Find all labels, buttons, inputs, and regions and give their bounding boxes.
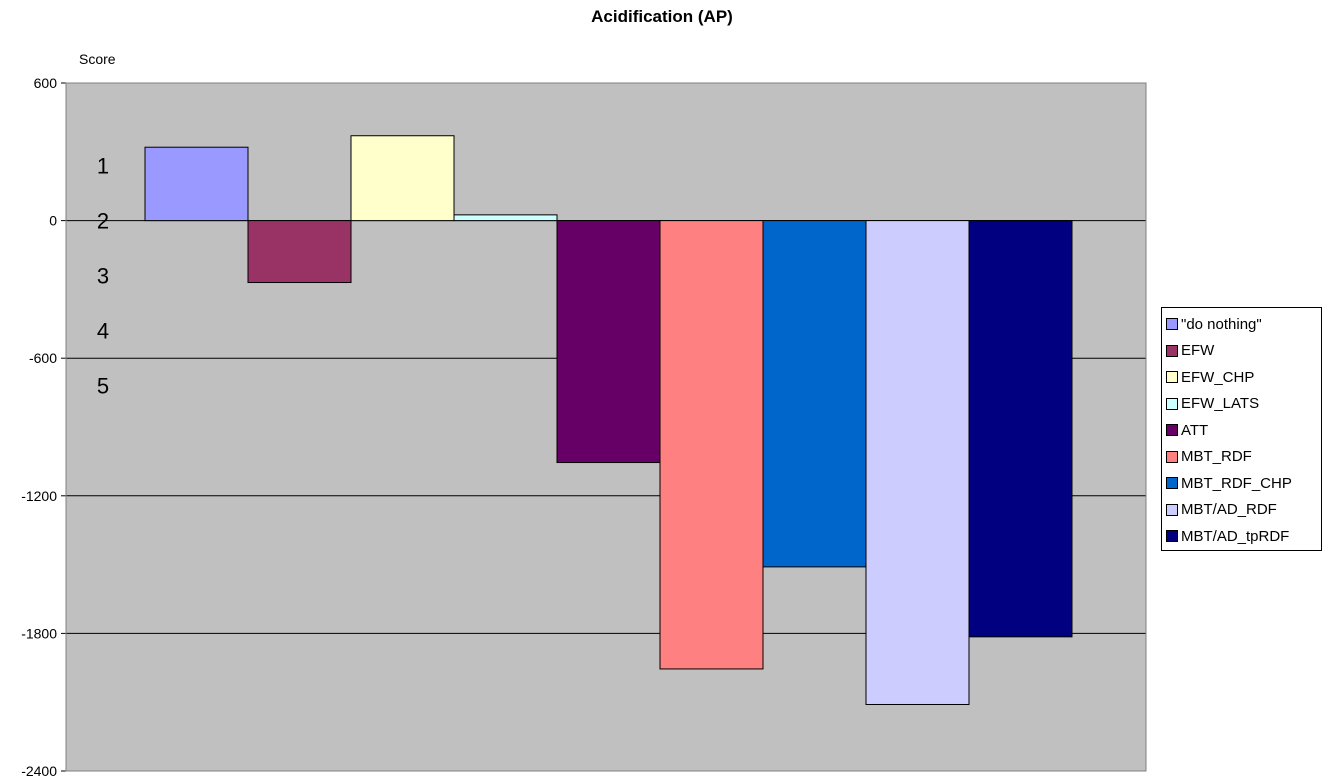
rank-label: 2	[97, 209, 109, 234]
rank-label: 5	[97, 374, 109, 399]
bar	[968, 220, 1073, 638]
bar	[659, 220, 764, 670]
legend-item: ATT	[1166, 417, 1317, 444]
rank-labels: 1 2 3 4 5	[97, 154, 109, 399]
legend-swatch	[1166, 318, 1178, 331]
bar	[556, 220, 661, 464]
bar	[865, 220, 970, 705]
legend-swatch	[1166, 424, 1178, 437]
legend-swatch	[1166, 450, 1178, 463]
bar	[247, 220, 352, 284]
legend-swatch	[1166, 344, 1178, 357]
legend-item: MBT/AD_tpRDF	[1166, 523, 1317, 550]
y-tick-label: 0	[49, 213, 57, 229]
rank-label: 3	[97, 264, 109, 289]
legend-label: EFW_LATS	[1181, 395, 1260, 413]
legend-swatch	[1166, 477, 1178, 490]
legend-label: MBT_RDF	[1181, 448, 1252, 466]
legend-label: ATT	[1181, 421, 1209, 439]
y-tick-label: -1200	[21, 488, 57, 504]
bar	[350, 135, 455, 222]
legend-item: MBT_RDF	[1166, 444, 1317, 471]
legend-swatch	[1166, 397, 1178, 410]
legend-item: MBT/AD_RDF	[1166, 497, 1317, 524]
y-tick-label: -2400	[21, 763, 57, 779]
rank-label: 1	[97, 154, 109, 179]
legend-label: "do nothing"	[1181, 315, 1262, 333]
legend-item: EFW_CHP	[1166, 364, 1317, 391]
chart-title: Acidification (AP)	[591, 7, 733, 26]
legend: "do nothing" EFW EFW_CHP EFW_LATS ATT MBT_RDF…	[1161, 307, 1322, 551]
legend-swatch	[1166, 503, 1178, 516]
plot-border	[65, 82, 1147, 772]
y-axis: 600 0 -600 -1200 -1800 -2400	[21, 75, 1147, 779]
y-tick-label: -600	[29, 350, 57, 366]
y-axis-label: Score	[79, 51, 116, 67]
bars	[144, 135, 1073, 705]
legend-label: MBT_RDF_CHP	[1181, 474, 1292, 492]
bar	[453, 214, 558, 222]
rank-label: 4	[97, 319, 109, 344]
legend-item: "do nothing"	[1166, 311, 1317, 338]
y-tick-label: -1800	[21, 625, 57, 641]
y-tick-label: 600	[34, 75, 58, 91]
bar	[762, 220, 867, 568]
legend-item: MBT_RDF_CHP	[1166, 470, 1317, 497]
bar	[144, 146, 249, 222]
legend-item: EFW	[1166, 338, 1317, 365]
legend-label: EFW	[1181, 342, 1215, 360]
legend-label: MBT/AD_RDF	[1181, 501, 1277, 519]
legend-label: EFW_CHP	[1181, 368, 1255, 386]
legend-item: EFW_LATS	[1166, 391, 1317, 418]
legend-swatch	[1166, 371, 1178, 384]
legend-swatch	[1166, 530, 1178, 543]
legend-label: MBT/AD_tpRDF	[1181, 527, 1290, 545]
